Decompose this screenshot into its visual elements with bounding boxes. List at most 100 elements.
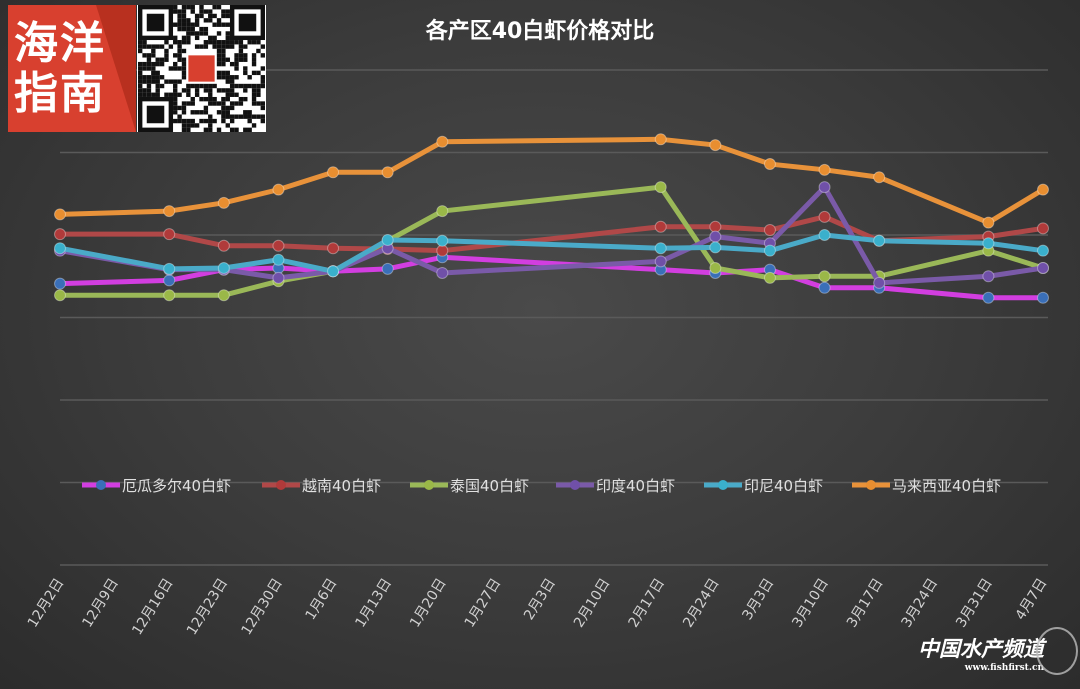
legend-marker — [96, 480, 106, 490]
data-point — [763, 244, 776, 257]
data-point — [818, 163, 831, 176]
data-point — [163, 262, 176, 275]
data-point — [763, 158, 776, 171]
x-tick-label: 1月27日 — [462, 576, 505, 631]
data-point — [654, 220, 667, 233]
legend-label: 厄瓜多尔40白虾 — [122, 477, 231, 495]
data-point — [1037, 244, 1049, 257]
data-point — [818, 181, 831, 194]
x-tick-label: 12月2日 — [25, 576, 68, 631]
data-point — [709, 262, 722, 274]
data-point — [436, 244, 449, 257]
data-point — [54, 277, 66, 290]
data-point — [709, 241, 722, 254]
watermark-name: 中国水产频道 — [918, 637, 1044, 661]
legend-item: 泰国40白虾 — [410, 477, 529, 495]
data-point — [54, 228, 66, 241]
x-tick-label: 3月31日 — [953, 576, 996, 631]
legend-marker — [276, 480, 286, 490]
data-point — [327, 166, 340, 179]
x-tick-label: 4月7日 — [1013, 576, 1051, 623]
data-point — [982, 237, 995, 250]
data-point — [272, 253, 285, 266]
legend-label: 印尼40白虾 — [744, 477, 823, 495]
data-point — [709, 139, 722, 152]
data-point — [818, 210, 831, 223]
x-tick-label: 3月3日 — [739, 576, 777, 623]
data-point — [163, 274, 176, 287]
data-point — [54, 208, 66, 221]
series-1 — [54, 210, 1049, 257]
data-point — [1037, 291, 1049, 304]
x-tick-label: 2月17日 — [626, 576, 669, 631]
data-point — [272, 183, 285, 196]
legend-label: 泰国40白虾 — [450, 477, 529, 495]
data-point — [54, 242, 66, 255]
data-point — [818, 281, 831, 294]
data-point — [217, 262, 230, 274]
data-point — [982, 216, 995, 229]
legend-item: 印尼40白虾 — [704, 477, 823, 495]
data-point — [327, 265, 340, 278]
series-4 — [54, 229, 1049, 278]
series-5 — [54, 133, 1049, 229]
data-point — [818, 229, 831, 241]
x-tick-label: 12月16日 — [129, 576, 176, 638]
data-point — [436, 135, 449, 148]
data-point — [654, 255, 667, 268]
data-point — [327, 242, 340, 255]
x-tick-label: 2月3日 — [521, 576, 559, 623]
data-point — [381, 262, 394, 275]
data-point — [163, 205, 176, 218]
x-tick-label: 1月6日 — [303, 576, 341, 623]
x-tick-label: 3月17日 — [844, 576, 887, 631]
legend-item: 印度40白虾 — [556, 477, 675, 495]
legend-label: 印度40白虾 — [596, 477, 675, 495]
data-point — [763, 271, 776, 284]
data-point — [654, 242, 667, 255]
watermark-url: www.fishfirst.cn — [964, 663, 1044, 673]
data-point — [818, 270, 831, 283]
data-point — [381, 233, 394, 246]
qr-code — [137, 5, 266, 132]
data-point — [436, 266, 449, 279]
x-tick-label: 12月23日 — [184, 576, 231, 638]
data-point — [873, 171, 886, 184]
legend-marker — [718, 480, 728, 490]
data-point — [272, 271, 285, 284]
data-point — [763, 224, 776, 237]
chart-title: 各产区40白虾价格对比 — [425, 18, 655, 44]
data-point — [217, 239, 230, 252]
data-point — [163, 228, 176, 241]
x-tick-label: 2月24日 — [680, 576, 723, 631]
x-tick-label: 12月30日 — [239, 576, 286, 638]
x-tick-label: 1月13日 — [352, 576, 395, 631]
data-point — [1037, 262, 1049, 274]
data-point — [873, 234, 886, 247]
data-point — [436, 234, 449, 247]
legend-marker — [570, 480, 580, 490]
data-point — [163, 289, 176, 302]
haiyang-zhinan-logo: 海洋指南 — [8, 5, 136, 132]
series-line — [59, 232, 1044, 274]
series-line — [59, 136, 1045, 226]
watermark: 中国水产频道 www.fishfirst.cn — [918, 633, 1044, 673]
legend-marker — [424, 480, 434, 490]
data-point — [982, 270, 995, 283]
data-point — [982, 291, 995, 304]
data-point — [709, 230, 722, 243]
x-tick-label: 3月10日 — [789, 576, 832, 631]
legend-label: 马来西亚40白虾 — [892, 477, 1001, 495]
series-line — [59, 184, 1044, 286]
data-point — [54, 289, 66, 302]
legend-label: 越南40白虾 — [302, 477, 381, 495]
series-line — [59, 254, 1043, 301]
x-tick-label: 1月20日 — [407, 576, 450, 631]
x-tick-label: 3月24日 — [899, 576, 942, 631]
data-point — [272, 239, 285, 252]
legend-item: 越南40白虾 — [262, 477, 381, 495]
legend-item: 厄瓜多尔40白虾 — [82, 477, 231, 495]
legend-marker — [866, 480, 876, 490]
series-line — [60, 184, 1044, 298]
x-tick-label: 12月9日 — [79, 576, 122, 631]
